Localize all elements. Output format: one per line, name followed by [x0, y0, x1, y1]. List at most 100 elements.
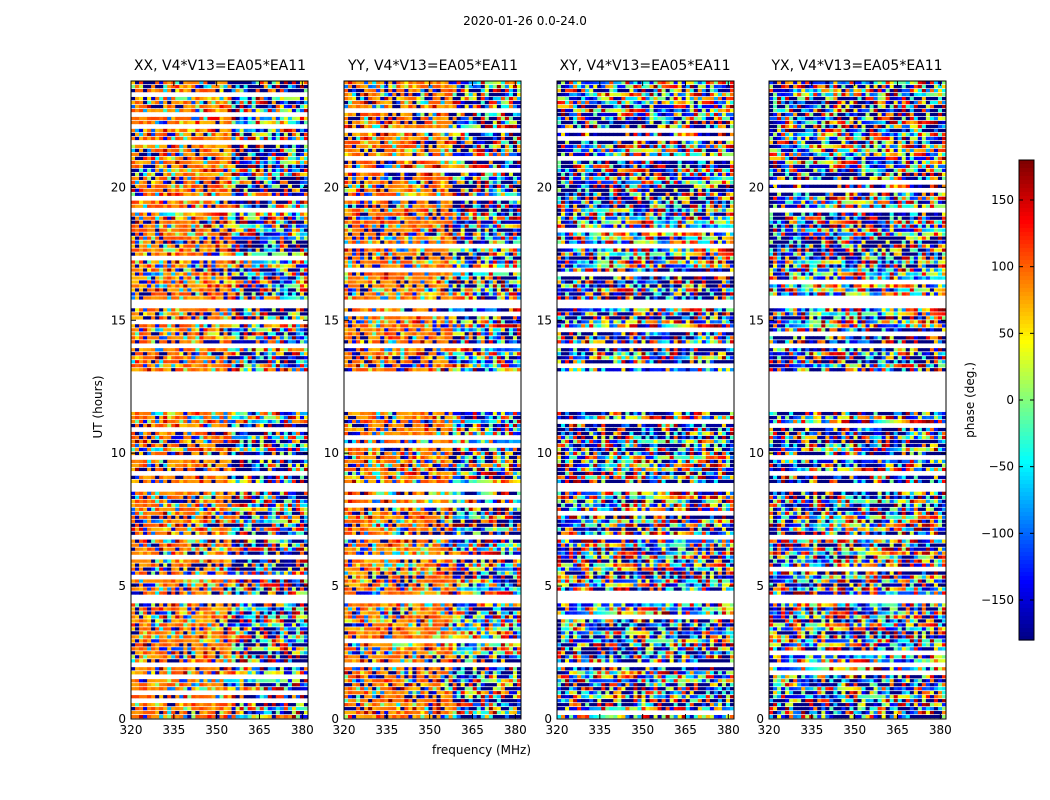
- heatmap-cell: [303, 551, 309, 555]
- heatmap-cell: [147, 292, 152, 296]
- heatmap-cell: [183, 164, 188, 169]
- heatmap-cell: [287, 639, 293, 643]
- heatmap-cell: [191, 280, 196, 284]
- heatmap-cell: [283, 296, 289, 300]
- heatmap-cell: [159, 192, 164, 196]
- heatmap-cell: [131, 571, 136, 575]
- heatmap-cell: [179, 567, 184, 571]
- heatmap-cell: [159, 116, 164, 121]
- heatmap-cell: [211, 168, 216, 172]
- heatmap-cell: [171, 180, 176, 184]
- heatmap-cell: [183, 248, 188, 252]
- heatmap-cell: [243, 531, 249, 535]
- heatmap-cell: [167, 172, 172, 176]
- heatmap-cell: [135, 228, 140, 232]
- heatmap-cell: [183, 439, 188, 444]
- heatmap-cell: [167, 192, 172, 196]
- heatmap-cell: [291, 651, 297, 655]
- heatmap-cell: [135, 332, 140, 336]
- heatmap-cell: [259, 268, 265, 272]
- heatmap-cell: [151, 364, 156, 368]
- heatmap-cell: [191, 623, 196, 627]
- heatmap-cell: [171, 579, 176, 583]
- heatmap-cell: [139, 324, 144, 328]
- heatmap-cell: [183, 288, 188, 292]
- heatmap-cell: [263, 220, 269, 224]
- heatmap-cell: [295, 431, 301, 436]
- heatmap-cell: [195, 583, 200, 587]
- heatmap-cell: [287, 288, 293, 292]
- heatmap-cell: [191, 615, 196, 619]
- heatmap-cell: [175, 415, 180, 420]
- heatmap-cell: [191, 324, 196, 328]
- heatmap-cell: [211, 308, 216, 312]
- heatmap-cell: [175, 431, 180, 436]
- heatmap-cell: [223, 212, 228, 216]
- heatmap-cell: [267, 364, 273, 368]
- heatmap-cell: [203, 172, 208, 176]
- heatmap-cell: [287, 340, 293, 344]
- heatmap-cell: [167, 511, 172, 515]
- heatmap-cell: [159, 324, 164, 328]
- heatmap-cell: [295, 216, 301, 220]
- heatmap-cell: [251, 168, 257, 172]
- heatmap-cell: [303, 340, 309, 344]
- heatmap-cell: [291, 635, 297, 639]
- heatmap-cell: [215, 567, 220, 571]
- heatmap-cell: [219, 104, 224, 109]
- heatmap-cell: [135, 559, 140, 563]
- heatmap-cell: [283, 583, 289, 587]
- heatmap-cell: [251, 439, 257, 444]
- heatmap-cell: [235, 120, 241, 125]
- heatmap-cell: [207, 164, 212, 169]
- heatmap-cell: [151, 284, 156, 288]
- heatmap-cell: [159, 100, 164, 105]
- heatmap-cell: [183, 368, 188, 372]
- heatmap-cell: [139, 148, 144, 153]
- heatmap-cell: [139, 348, 144, 352]
- heatmap-cell: [175, 252, 180, 256]
- heatmap-cell: [163, 272, 168, 276]
- heatmap-cell: [295, 332, 301, 336]
- heatmap-cell: [167, 340, 172, 344]
- heatmap-cell: [171, 467, 176, 472]
- heatmap-cell: [251, 332, 257, 336]
- heatmap-cell: [163, 192, 168, 196]
- heatmap-cell: [151, 443, 156, 448]
- heatmap-cell: [167, 623, 172, 627]
- heatmap-cell: [291, 232, 297, 236]
- heatmap-cell: [135, 88, 140, 93]
- heatmap-cell: [263, 352, 269, 356]
- heatmap-cell: [219, 459, 224, 464]
- heatmap-cell: [295, 515, 301, 519]
- heatmap-cell: [167, 539, 172, 543]
- heatmap-cell: [283, 120, 289, 125]
- heatmap-cell: [215, 284, 220, 288]
- heatmap-cell: [151, 368, 156, 372]
- heatmap-cell: [243, 431, 249, 436]
- heatmap-cell: [283, 340, 289, 344]
- heatmap-cell: [279, 591, 285, 595]
- heatmap-cell: [219, 228, 224, 232]
- heatmap-cell: [255, 188, 261, 192]
- heatmap-cell: [187, 132, 192, 137]
- heatmap-cell: [295, 435, 301, 440]
- heatmap-cell: [167, 543, 172, 547]
- heatmap-cell: [147, 192, 152, 196]
- heatmap-cell: [243, 84, 249, 89]
- heatmap-cell: [139, 268, 144, 272]
- heatmap-cell: [139, 623, 144, 627]
- heatmap-cell: [231, 635, 236, 639]
- heatmap-cell: [227, 312, 232, 316]
- heatmap-cell: [263, 332, 269, 336]
- heatmap-cell: [239, 84, 245, 89]
- heatmap-cell: [263, 443, 269, 448]
- heatmap-cell: [243, 276, 249, 280]
- heatmap-cell: [159, 360, 164, 364]
- heatmap-cell: [203, 284, 208, 288]
- heatmap-cell: [199, 583, 204, 587]
- heatmap-cell: [267, 619, 273, 623]
- heatmap-cell: [255, 435, 261, 440]
- heatmap-cell: [271, 551, 277, 555]
- heatmap-cell: [235, 100, 241, 105]
